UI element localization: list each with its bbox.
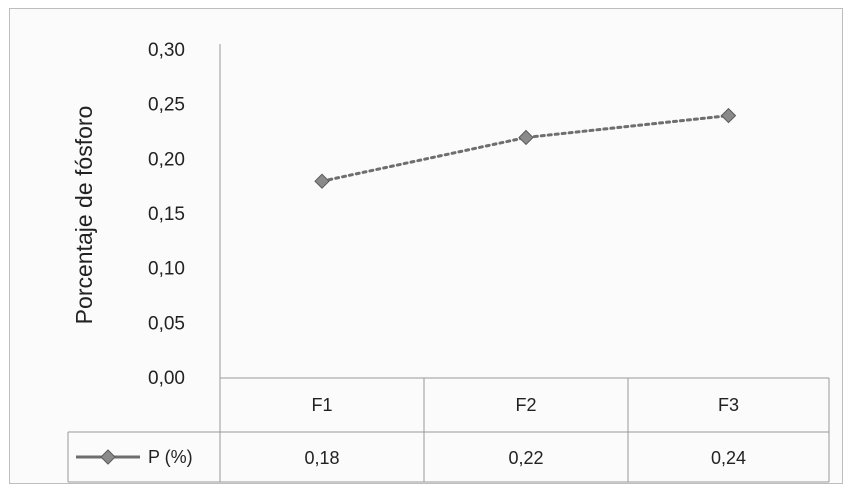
y-tick-label: 0,25: [148, 95, 185, 116]
x-category-label: F1: [311, 395, 332, 415]
y-tick-label: 0,00: [148, 368, 185, 389]
y-tick-label: 0,05: [148, 313, 185, 334]
y-tick-label: 0,10: [148, 259, 185, 280]
legend-key: P (%): [76, 447, 193, 467]
y-axis-label: Porcentaje de fósforo: [71, 106, 97, 325]
x-category-label: F2: [515, 395, 536, 415]
legend-marker: [100, 449, 116, 465]
x-category-label: F3: [718, 395, 739, 415]
data-point-marker: [720, 107, 737, 124]
chart-frame: [9, 8, 843, 484]
y-tick-label: 0,20: [148, 149, 185, 170]
data-point-marker: [518, 129, 534, 146]
data-table-value: 0,22: [508, 448, 543, 468]
series-line: [314, 107, 737, 189]
legend-series-name: P (%): [148, 447, 193, 467]
series-p-line: [320, 114, 730, 183]
data-table: F1 F2 F3 0,18 0,22 0,24: [67, 377, 830, 483]
y-tick-label: 0,30: [148, 40, 185, 61]
y-tick-label: 0,15: [148, 204, 185, 225]
data-table-value: 0,24: [711, 448, 746, 468]
y-axis: 0,00 0,05 0,10 0,15 0,20 0,25 0,30: [148, 40, 221, 389]
data-table-value: 0,18: [304, 448, 339, 468]
data-point-marker: [314, 173, 330, 189]
